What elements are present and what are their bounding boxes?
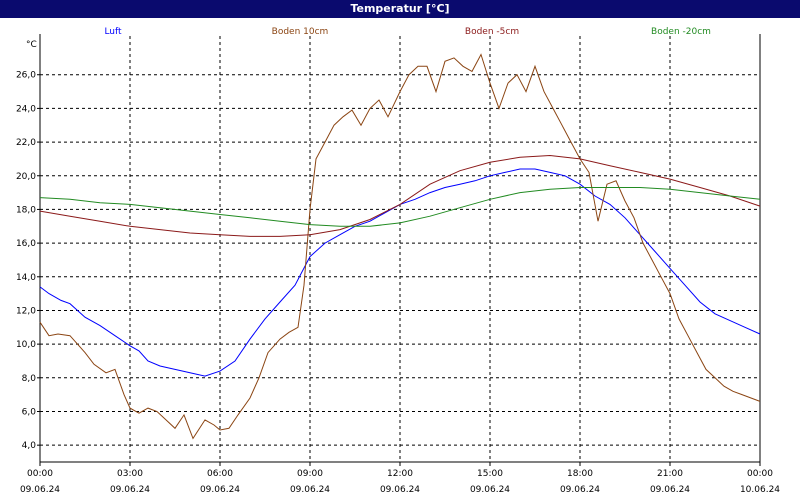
legend-item: Boden -5cm — [465, 27, 519, 37]
x-tick-time: 09:00 — [297, 469, 323, 479]
y-tick-label: 16,0 — [16, 239, 36, 249]
y-tick-label: 14,0 — [16, 273, 36, 283]
x-tick-date: 09.06.24 — [650, 485, 690, 495]
series-line-boden-10cm — [39, 53, 761, 440]
x-tick-time: 21:00 — [657, 469, 683, 479]
grid — [40, 36, 760, 462]
x-tick-date: 09.06.24 — [20, 485, 60, 495]
y-tick-label: 8,0 — [22, 374, 37, 384]
x-tick-date: 09.06.24 — [560, 485, 600, 495]
y-tick-label: 4,0 — [22, 441, 37, 451]
x-tick-time: 18:00 — [567, 469, 593, 479]
x-tick-date: 09.06.24 — [380, 485, 420, 495]
x-tick-time: 15:00 — [477, 469, 503, 479]
series-lines — [39, 53, 761, 440]
x-tick-time: 03:00 — [117, 469, 143, 479]
chart-title: Temperatur [°C] — [0, 0, 800, 18]
x-tick-date: 09.06.24 — [290, 485, 330, 495]
x-tick-time: 00:00 — [27, 469, 53, 479]
series-line-luft — [39, 168, 761, 377]
legend-item: Boden -20cm — [651, 27, 711, 37]
legend-item: Luft — [104, 27, 122, 37]
x-tick-time: 00:00 — [747, 469, 773, 479]
y-tick-label: 10,0 — [16, 340, 36, 350]
y-axis-label: °C — [26, 40, 37, 50]
y-tick-label: 22,0 — [16, 138, 36, 148]
x-tick-date: 09.06.24 — [470, 485, 510, 495]
y-tick-label: 18,0 — [16, 205, 36, 215]
x-tick-labels: 00:00 09.06.24 03:00 09.06.24 06:00 09.06.24 0… — [20, 469, 780, 495]
y-tick-labels: 4,0 6,0 8,0 10,0 12,0 14,0 16,0 18,0 20,0 22,0 24,… — [16, 71, 36, 451]
series-line-boden-5cm — [39, 154, 761, 237]
x-tick-time: 06:00 — [207, 469, 233, 479]
x-tick-date: 10.06.24 — [740, 485, 780, 495]
legend-item: Boden 10cm — [272, 27, 329, 37]
x-tick-time: 12:00 — [387, 469, 413, 479]
legend: Luft Boden 10cm Boden -5cm Boden -20cm — [104, 27, 711, 37]
x-tick-date: 09.06.24 — [110, 485, 150, 495]
y-tick-label: 26,0 — [16, 71, 36, 81]
y-tick-label: 20,0 — [16, 172, 36, 182]
series-line-boden-20cm — [39, 187, 761, 227]
y-tick-label: 12,0 — [16, 306, 36, 316]
y-tick-label: 24,0 — [16, 104, 36, 114]
y-tick-label: 6,0 — [22, 407, 37, 417]
x-tick-date: 09.06.24 — [200, 485, 240, 495]
axes — [37, 34, 761, 466]
